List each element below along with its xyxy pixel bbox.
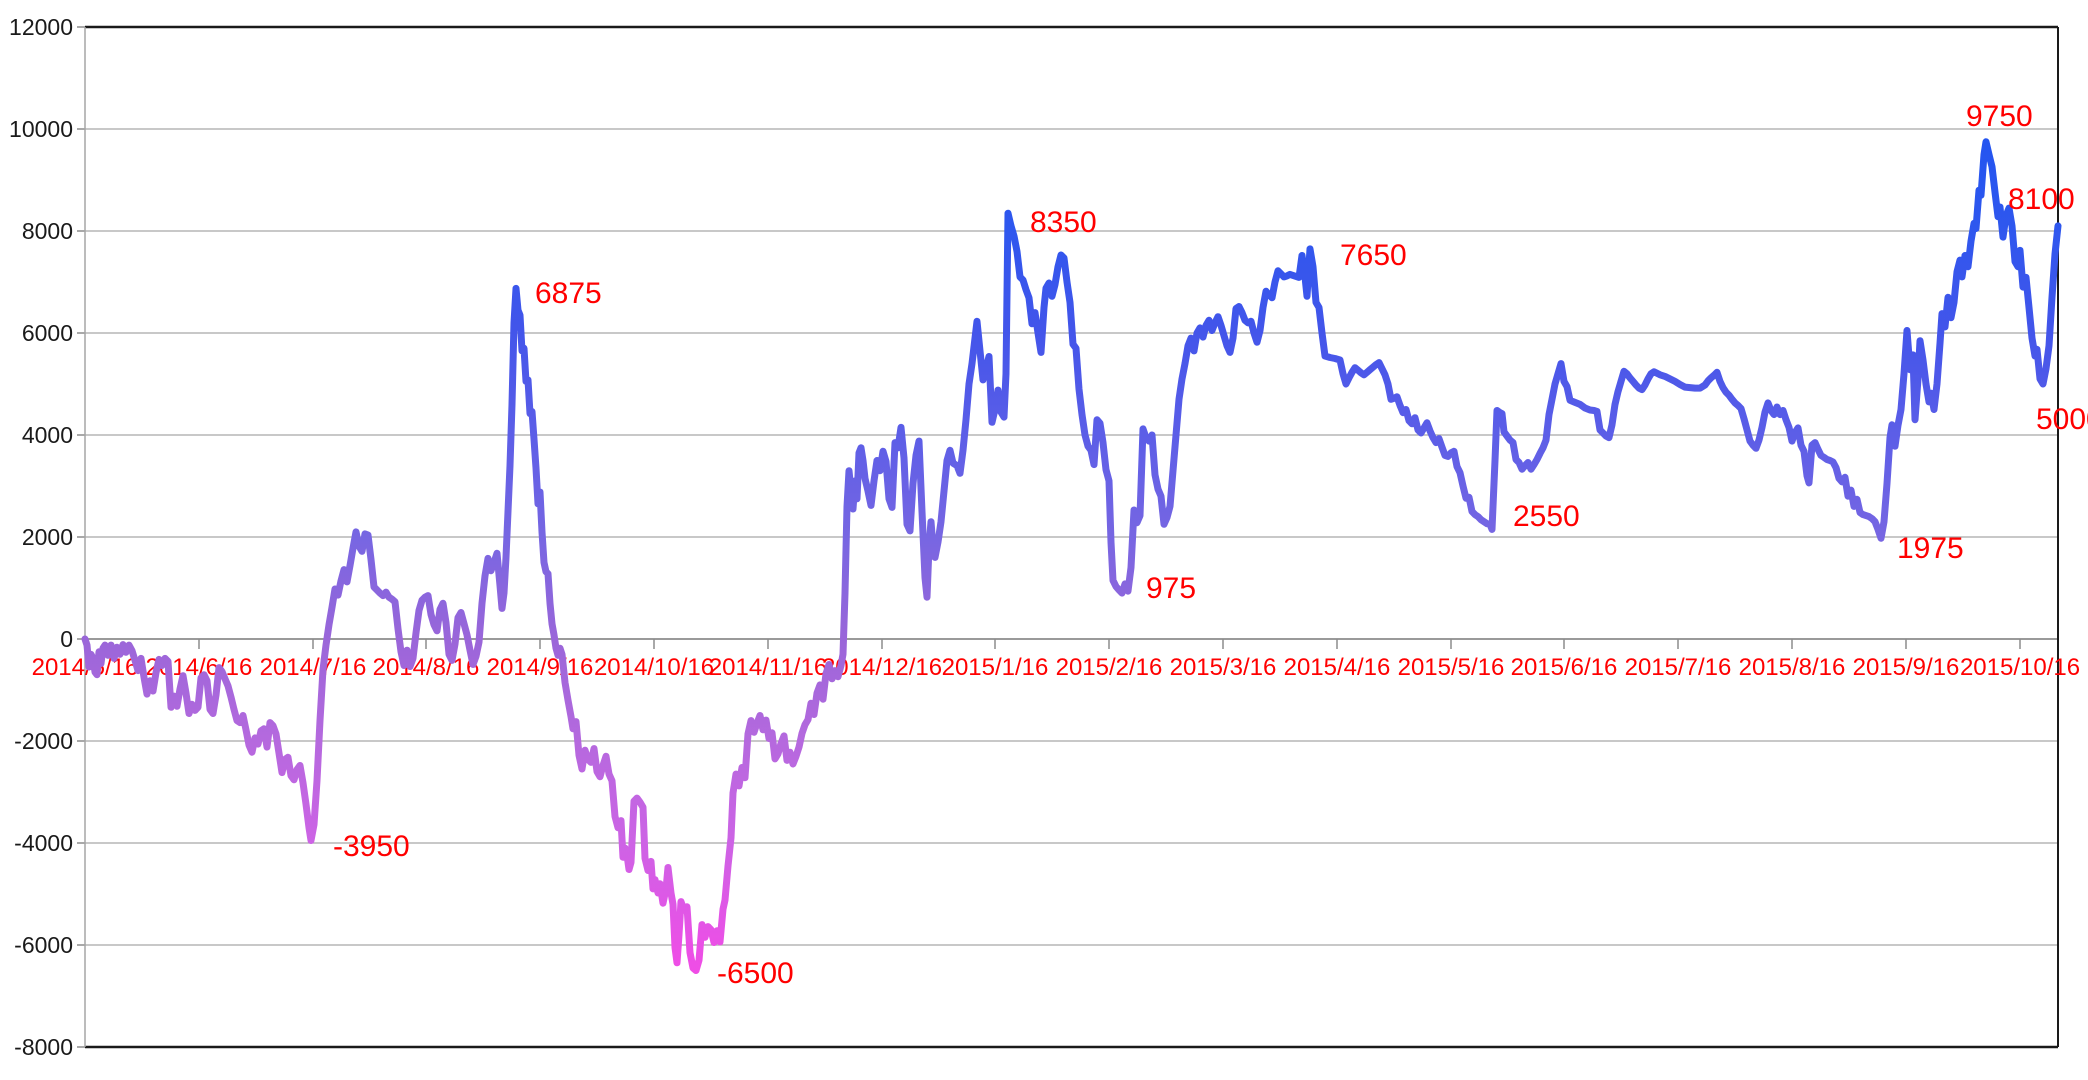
y-axis-label: 6000 [22, 320, 73, 346]
data-label: 7650 [1340, 239, 1407, 272]
y-axis-label: -8000 [14, 1034, 73, 1060]
data-label: -3950 [333, 830, 410, 863]
x-axis-label: 2014/7/16 [260, 654, 367, 681]
y-axis-label: 2000 [22, 524, 73, 550]
data-label: 975 [1146, 572, 1196, 605]
data-label: 9750 [1966, 100, 2033, 133]
data-label: 6875 [535, 277, 602, 310]
x-axis-label: 2014/9/16 [487, 654, 594, 681]
x-axis-label: 2015/2/16 [1056, 654, 1163, 681]
y-axis-label: 8000 [22, 218, 73, 244]
x-axis-label: 2015/9/16 [1853, 654, 1960, 681]
x-axis-label: 2015/5/16 [1398, 654, 1505, 681]
data-label: 8350 [1030, 206, 1097, 239]
data-label: 2550 [1513, 500, 1580, 533]
x-axis-label: 2015/3/16 [1170, 654, 1277, 681]
y-axis-label: -4000 [14, 830, 73, 856]
x-axis-label: 2014/10/16 [594, 654, 714, 681]
y-axis-label: 10000 [9, 116, 73, 142]
y-axis-label: 4000 [22, 422, 73, 448]
x-axis-label: 2014/11/16 [709, 654, 827, 681]
y-axis-label: 12000 [9, 14, 73, 40]
x-axis-label: 2015/7/16 [1625, 654, 1732, 681]
x-axis-label: 2015/10/16 [1960, 654, 2080, 681]
x-axis-label: 2015/1/16 [942, 654, 1049, 681]
x-axis-label: 2014/8/16 [373, 654, 480, 681]
x-axis-label: 2015/8/16 [1739, 654, 1846, 681]
series-line [81, 138, 2062, 974]
y-axis-label: -2000 [14, 728, 73, 754]
x-axis-label: 2015/4/16 [1284, 654, 1391, 681]
y-axis-label: 0 [60, 626, 73, 652]
y-axis-label: -6000 [14, 932, 73, 958]
data-label: -6500 [717, 957, 794, 990]
data-label: 1975 [1897, 532, 1964, 565]
x-axis-label: 2015/6/16 [1511, 654, 1618, 681]
data-label: 8100 [2008, 183, 2075, 216]
data-label: 5000 [2036, 403, 2088, 436]
